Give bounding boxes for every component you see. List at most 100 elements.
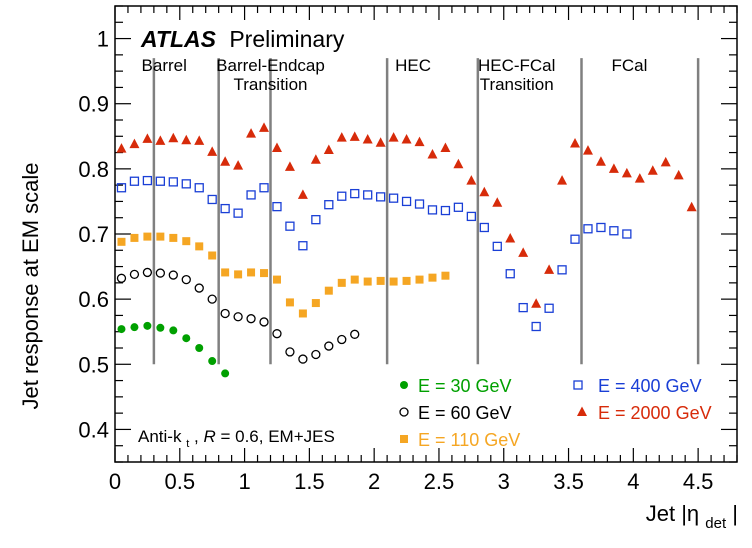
data-point <box>531 298 542 308</box>
data-point <box>182 237 191 246</box>
series-0 <box>117 321 230 378</box>
data-point <box>271 142 282 153</box>
data-point <box>117 237 126 246</box>
data-point <box>453 202 464 212</box>
region-label-3: HEC-FCal Transition <box>478 56 555 94</box>
data-point <box>129 269 140 280</box>
data-point <box>194 183 204 193</box>
data-point <box>544 303 554 313</box>
atlas-title: ATLAS Preliminary <box>140 26 345 52</box>
data-point <box>608 163 619 173</box>
region-label-0: Barrel <box>142 56 187 75</box>
data-point <box>116 273 127 283</box>
data-point <box>143 321 152 330</box>
legend-label-2: E = 110 GeV <box>418 430 520 450</box>
data-point <box>609 226 619 236</box>
data-point <box>505 269 515 279</box>
legend-label-1: E = 60 GeV <box>418 403 512 423</box>
data-point <box>544 264 555 274</box>
x-tick-label: 0.5 <box>164 469 195 494</box>
y-tick-label: 0.7 <box>78 222 109 247</box>
data-point <box>272 201 282 212</box>
data-point <box>453 158 464 169</box>
series-4 <box>116 122 697 308</box>
data-point <box>195 344 204 352</box>
x-tick-label: 4 <box>627 469 639 494</box>
data-point <box>297 189 308 199</box>
data-point <box>246 190 256 200</box>
data-point <box>143 232 152 241</box>
region-label-4: FCal <box>611 56 647 75</box>
data-point <box>116 143 127 153</box>
data-point <box>363 277 372 286</box>
data-point <box>323 144 334 154</box>
data-markers <box>116 122 697 378</box>
legend-label-0: E = 30 GeV <box>418 376 512 396</box>
data-point <box>622 229 632 239</box>
data-point <box>388 132 399 142</box>
data-point <box>169 326 178 335</box>
data-point <box>686 201 697 212</box>
data-point <box>596 222 606 233</box>
data-point <box>349 131 360 141</box>
data-point <box>337 191 347 201</box>
data-point <box>375 192 386 202</box>
data-point <box>479 222 489 233</box>
legend: E = 30 GeV E = 60 GeV E = 110 GeV E = 400 G… <box>399 376 712 450</box>
data-point <box>194 283 204 293</box>
data-point <box>440 142 451 153</box>
x-tick-label: 1 <box>238 469 250 494</box>
data-point <box>233 312 243 322</box>
data-point <box>181 274 191 285</box>
data-point <box>310 154 321 164</box>
data-point <box>402 276 411 285</box>
data-point <box>415 275 424 284</box>
data-point <box>285 298 294 307</box>
series-1 <box>116 267 360 364</box>
x-tick-label: 4.5 <box>683 469 714 494</box>
legend-label-4: E = 2000 GeV <box>598 403 712 423</box>
data-point <box>466 175 477 185</box>
data-point <box>298 309 307 318</box>
data-point <box>272 329 282 339</box>
data-point <box>155 135 166 145</box>
data-point <box>531 321 541 332</box>
data-point <box>220 156 231 166</box>
data-point <box>156 323 165 332</box>
region-label-2: HEC <box>395 56 431 75</box>
data-point <box>311 299 320 308</box>
preliminary-label: Preliminary <box>229 26 345 52</box>
data-point <box>414 136 425 147</box>
data-point <box>337 334 347 345</box>
data-point <box>492 241 502 252</box>
y-tick-label: 0.9 <box>78 92 109 117</box>
y-axis-label: Jet response at EM scale <box>18 162 43 409</box>
data-point <box>155 176 166 186</box>
data-point <box>311 349 321 360</box>
data-point <box>389 277 398 286</box>
data-point <box>401 196 412 207</box>
data-point <box>247 268 256 277</box>
atlas-label: ATLAS <box>140 26 217 52</box>
data-point <box>595 156 606 166</box>
x-tick-label: 2 <box>368 469 380 494</box>
data-point <box>207 146 218 156</box>
data-point <box>221 268 230 277</box>
data-point <box>285 347 295 357</box>
data-point <box>142 175 153 186</box>
data-point <box>285 221 295 231</box>
data-point <box>298 354 308 364</box>
data-point <box>660 156 671 167</box>
data-point <box>129 176 140 186</box>
series-2 <box>117 232 450 318</box>
x-tick-label: 0 <box>109 469 121 494</box>
x-tick-label: 2.5 <box>424 469 455 494</box>
data-point <box>337 278 346 287</box>
data-point <box>583 224 593 234</box>
tick-labels: 0 0.5 1 1.5 2 2.5 3 3.5 4 4.5 0.4 0.5 0.6 0.7 0.8 0.9 1 <box>78 27 713 494</box>
data-point <box>155 268 166 278</box>
data-point <box>376 276 385 285</box>
data-point <box>311 215 321 225</box>
data-point <box>130 233 139 242</box>
